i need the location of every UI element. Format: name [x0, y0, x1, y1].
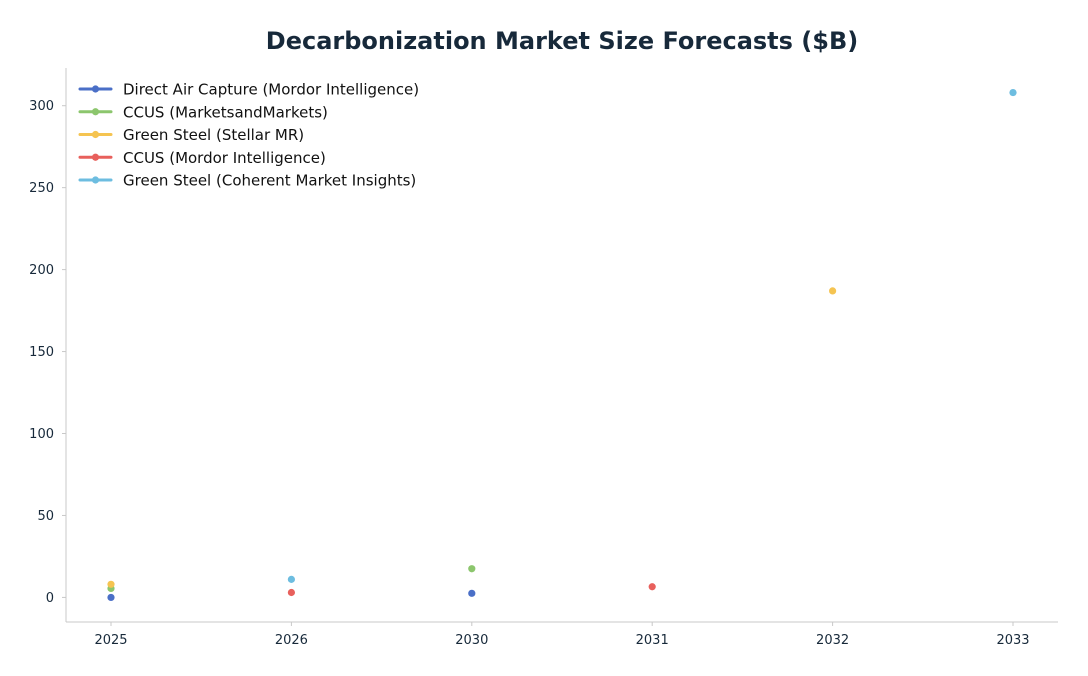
y-tick-label: 50 [37, 509, 54, 524]
legend-label: Direct Air Capture (Mordor Intelligence) [123, 81, 419, 99]
data-point-series-3 [829, 287, 837, 295]
y-tick-label: 300 [29, 99, 54, 114]
x-tick-label: 2025 [94, 633, 127, 648]
legend-swatch-marker [91, 130, 100, 139]
legend-swatch-marker [91, 108, 100, 116]
y-tick-label: 100 [29, 427, 54, 442]
data-point-series-1 [107, 593, 115, 602]
data-point-series-3 [107, 580, 115, 588]
legend: Direct Air Capture (Mordor Intelligence)… [78, 81, 419, 190]
data-point-series-2 [468, 565, 476, 573]
chart-title: Decarbonization Market Size Forecasts ($… [266, 27, 858, 55]
legend-item: Green Steel (Coherent Market Insights) [78, 172, 416, 190]
x-tick-label: 2030 [455, 633, 488, 648]
legend-swatch-marker [91, 85, 100, 93]
data-point-series-5 [1009, 88, 1017, 97]
legend-label: CCUS (Mordor Intelligence) [123, 149, 326, 167]
legend-item: Green Steel (Stellar MR) [78, 126, 304, 144]
legend-swatch-marker [91, 153, 100, 161]
legend-item: CCUS (Mordor Intelligence) [78, 149, 326, 167]
legend-item: CCUS (MarketsandMarkets) [78, 103, 328, 121]
y-tick-label: 0 [46, 591, 54, 606]
y-tick-label: 150 [29, 345, 54, 360]
legend-label: Green Steel (Stellar MR) [123, 126, 304, 144]
data-point-series-5 [287, 575, 295, 583]
x-tick-label: 2033 [996, 633, 1029, 648]
data-point-series-4 [287, 588, 295, 597]
legend-label: CCUS (MarketsandMarkets) [123, 103, 328, 121]
data-point-series-1 [468, 589, 476, 597]
legend-label: Green Steel (Coherent Market Insights) [123, 172, 416, 190]
axes: 0 50 100 150 200 250 300 2025 2026 2030 2031 2032 20… [29, 68, 1058, 648]
x-tick-label: 2032 [816, 633, 849, 648]
data-point-series-4 [648, 583, 656, 591]
y-tick-label: 250 [29, 181, 54, 196]
y-tick-label: 200 [29, 263, 54, 278]
x-tick-label: 2026 [275, 633, 308, 648]
legend-swatch-marker [91, 176, 100, 184]
x-tick-label: 2031 [636, 633, 669, 648]
data-marks [107, 88, 1017, 602]
legend-item: Direct Air Capture (Mordor Intelligence) [78, 81, 419, 99]
